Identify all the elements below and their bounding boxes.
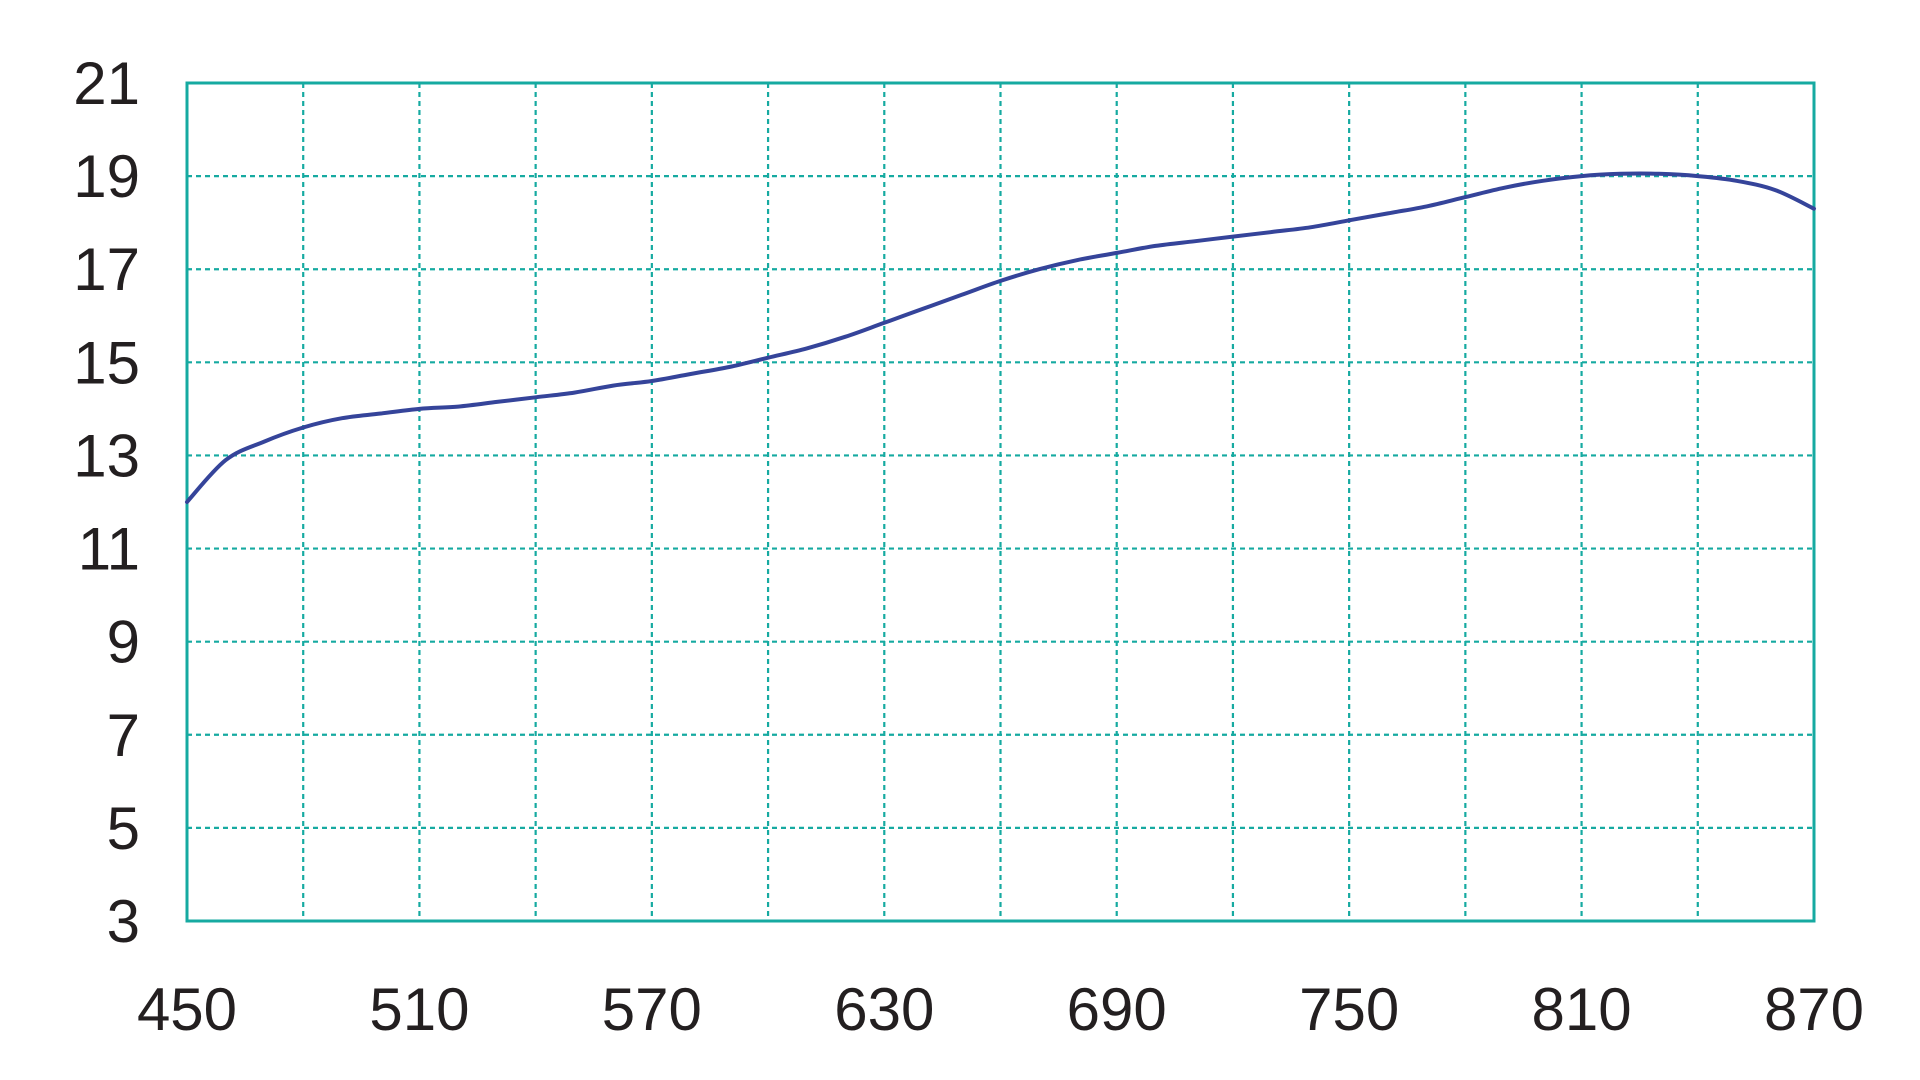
y-tick-label: 9 — [107, 609, 140, 676]
y-tick-label: 7 — [107, 702, 140, 769]
y-tick-label: 19 — [73, 143, 140, 210]
x-tick-label: 570 — [602, 976, 702, 1043]
y-tick-label: 21 — [73, 50, 140, 117]
y-tick-label: 15 — [73, 329, 140, 396]
x-tick-label: 870 — [1764, 976, 1864, 1043]
y-axis-tick-labels: 21 19 17 15 13 11 9 7 5 3 — [73, 50, 140, 955]
y-tick-label: 3 — [107, 888, 140, 955]
grid-lines — [187, 83, 1814, 921]
y-tick-label: 5 — [107, 795, 140, 862]
x-tick-label: 690 — [1067, 976, 1167, 1043]
y-tick-label: 11 — [78, 516, 140, 583]
x-tick-label: 510 — [369, 976, 469, 1043]
x-tick-label: 630 — [834, 976, 934, 1043]
x-tick-label: 450 — [137, 976, 237, 1043]
x-axis-tick-labels: 450 510 570 630 690 750 810 870 — [137, 976, 1864, 1043]
series-line-0 — [185, 171, 1816, 504]
x-tick-label: 750 — [1299, 976, 1399, 1043]
y-tick-label: 13 — [73, 422, 140, 489]
y-tick-label: 17 — [73, 236, 140, 303]
x-tick-label: 810 — [1532, 976, 1632, 1043]
series-layer — [185, 171, 1816, 504]
